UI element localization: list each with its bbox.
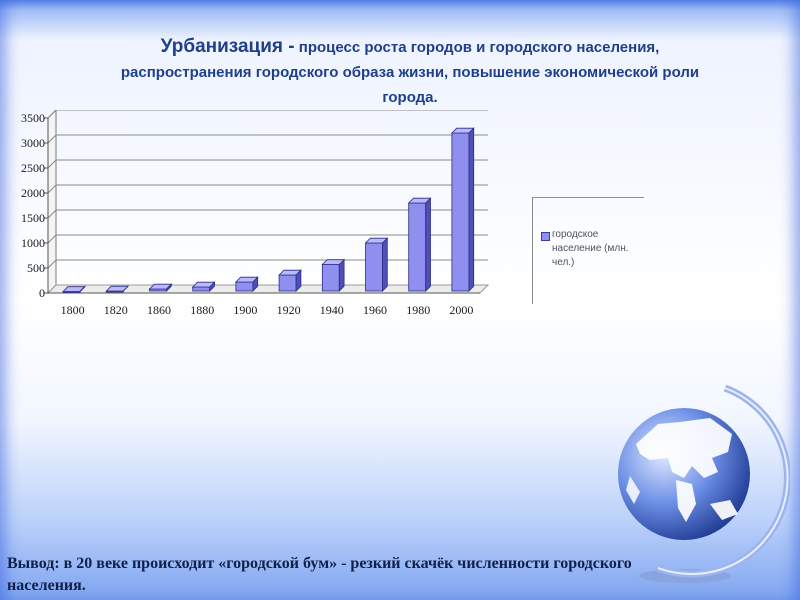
bar-front xyxy=(192,286,211,292)
x-tick-label: 1920 xyxy=(277,303,301,317)
title-line-2: распространения городского образа жизни,… xyxy=(120,64,700,81)
legend-label: городское население (млн. чел.) xyxy=(552,229,629,268)
urbanization-chart: 0 500 1000 1500 2000 2500 3000 3500 1800 1820 1860… xyxy=(0,108,520,325)
y-tick-label: 2500 xyxy=(21,161,45,175)
bar-front xyxy=(321,264,340,292)
y-tick-label: 3500 xyxy=(21,111,45,125)
bar-front xyxy=(408,202,427,292)
x-tick-label: 1800 xyxy=(61,303,85,317)
slide-title: Урбанизация - процесс роста городов и го… xyxy=(40,34,780,110)
legend-swatch xyxy=(541,232,550,241)
bar-front xyxy=(278,274,297,292)
gridline xyxy=(47,109,488,119)
title-line-1: Урбанизация - процесс роста городов и го… xyxy=(40,34,780,60)
gridline xyxy=(47,184,488,194)
x-tick-label: 1860 xyxy=(147,303,171,317)
bar-side xyxy=(382,237,388,292)
gridline xyxy=(47,209,488,219)
x-tick-label: 1960 xyxy=(363,303,387,317)
chart-side-wall xyxy=(47,108,57,295)
bar-side xyxy=(252,276,259,292)
gridline xyxy=(47,134,488,144)
x-tick-label: 1940 xyxy=(320,303,344,317)
chart-svg: 0 500 1000 1500 2000 2500 3000 3500 1800 1820 1860… xyxy=(21,108,490,317)
y-tick-label: 1500 xyxy=(21,211,45,225)
x-tick-label: 2000 xyxy=(449,303,473,317)
y-tick-label: 2000 xyxy=(21,186,45,200)
bar-side xyxy=(468,127,475,292)
x-tick-label: 1820 xyxy=(104,303,128,317)
bar-side xyxy=(209,281,215,292)
bar-side xyxy=(338,258,345,292)
chart-legend: городское население (млн. чел.) xyxy=(532,197,644,304)
conclusion-text: Вывод: в 20 веке происходит «городской б… xyxy=(7,555,632,594)
bar-side xyxy=(425,197,431,292)
gridline xyxy=(47,234,488,244)
bar-side xyxy=(79,285,86,293)
title-line-3: города. xyxy=(382,89,438,106)
y-tick-label: 0 xyxy=(39,286,45,300)
y-tick-label: 500 xyxy=(27,261,45,275)
bar-front xyxy=(365,242,383,292)
y-tick-label: 1000 xyxy=(21,236,45,250)
x-tick-label: 1980 xyxy=(406,303,430,317)
title-definition-start: процесс роста городов и городского насел… xyxy=(294,39,660,56)
y-tick-label: 3000 xyxy=(21,136,45,150)
bar-side xyxy=(123,285,129,292)
title-term: Урбанизация - xyxy=(160,36,295,57)
gridline xyxy=(47,159,488,169)
globe-icon xyxy=(600,380,792,585)
x-tick-label: 1880 xyxy=(190,303,214,317)
bar-side xyxy=(166,283,172,292)
x-tick-label: 1900 xyxy=(233,303,257,317)
bar-front xyxy=(451,132,470,292)
bar-front xyxy=(235,281,254,292)
bar-side xyxy=(295,269,302,292)
